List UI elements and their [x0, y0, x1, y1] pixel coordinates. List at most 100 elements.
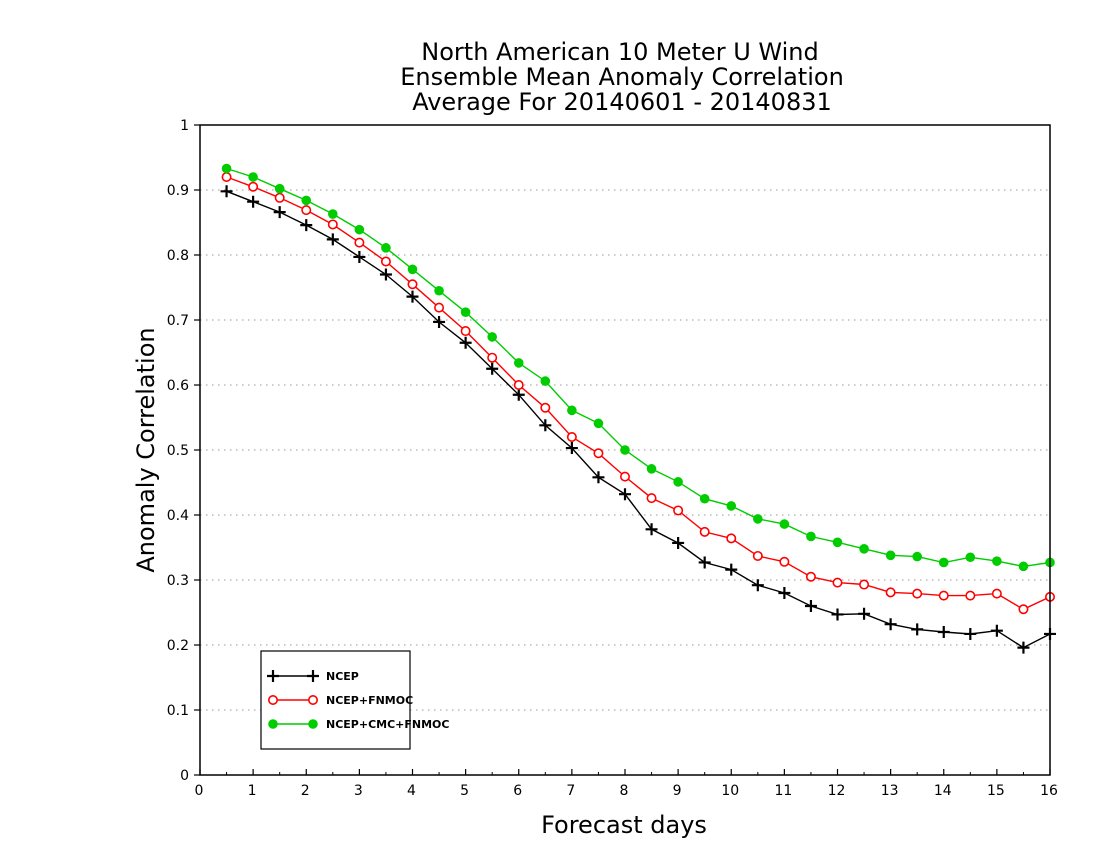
data-point — [539, 419, 552, 432]
series-ncep-cmc-fnmoc — [221, 163, 1055, 572]
data-point — [911, 623, 924, 636]
plot-frame — [199, 124, 1051, 776]
data-point — [566, 431, 577, 442]
data-point — [859, 579, 870, 590]
data-point — [540, 376, 551, 386]
chart-title-line-3: Average For 20140601 - 20140831 — [412, 88, 832, 116]
x-tick-label: 9 — [673, 783, 682, 799]
data-point — [407, 279, 418, 290]
chart-title-line-2: Ensemble Mean Anomaly Correlation — [400, 63, 844, 91]
series-line — [226, 167, 1051, 568]
data-point — [937, 626, 950, 638]
y-tick-label: 0.9 — [167, 183, 189, 199]
legend-marker-start — [268, 719, 278, 729]
x-tick-label: 1 — [248, 783, 257, 799]
x-tick-label: 2 — [301, 783, 310, 799]
legend-marker-start — [267, 670, 279, 682]
data-point — [248, 172, 258, 182]
data-point — [804, 600, 817, 612]
data-point — [353, 250, 366, 263]
data-point — [753, 514, 763, 524]
data-point — [752, 550, 763, 561]
data-point — [273, 206, 286, 219]
legend-marker-end — [308, 719, 318, 729]
data-point — [965, 552, 976, 563]
data-point — [540, 402, 551, 413]
data-point — [806, 531, 816, 542]
legend-item: NCEP+FNMOC — [267, 694, 413, 707]
series-ncep — [220, 185, 1056, 654]
data-point — [326, 233, 339, 246]
data-point — [513, 358, 524, 368]
data-point — [912, 588, 923, 599]
data-point — [619, 471, 630, 482]
data-point — [699, 526, 710, 537]
data-point — [300, 219, 313, 232]
data-point — [512, 388, 525, 401]
data-point — [487, 352, 498, 363]
data-point — [991, 588, 1002, 599]
y-tick-label: 0 — [180, 768, 189, 784]
data-point — [859, 544, 869, 554]
data-point — [1017, 641, 1030, 654]
data-point — [992, 556, 1002, 566]
series-line — [226, 176, 1051, 611]
data-point — [301, 195, 312, 206]
data-point — [379, 268, 392, 281]
legend-marker-end — [307, 694, 318, 705]
data-point — [832, 577, 843, 588]
data-point — [725, 563, 738, 576]
data-point — [751, 579, 764, 592]
data-point — [248, 181, 259, 192]
data-point — [486, 362, 499, 375]
x-tick-label: 16 — [1040, 783, 1058, 799]
data-point — [912, 551, 922, 562]
chart-title-line-1: North American 10 Meter U Wind — [421, 38, 818, 66]
data-point — [885, 587, 896, 598]
x-tick-label: 12 — [828, 783, 846, 799]
y-tick-label: 1 — [180, 118, 189, 134]
data-point — [380, 256, 391, 267]
legend-marker-start — [267, 694, 278, 705]
x-tick-label: 15 — [987, 783, 1005, 799]
data-point — [593, 418, 604, 429]
data-point — [247, 195, 260, 208]
data-point — [672, 536, 685, 549]
data-point — [965, 590, 976, 601]
y-tick-label: 0.7 — [167, 313, 189, 329]
data-point — [592, 471, 605, 484]
legend-item: NCEP — [267, 670, 359, 683]
data-point — [619, 488, 631, 501]
x-tick-label: 14 — [934, 783, 952, 799]
data-point — [1018, 561, 1029, 572]
data-point — [274, 183, 285, 194]
x-tick-label: 0 — [195, 783, 204, 799]
data-point — [938, 557, 949, 568]
x-tick-label: 5 — [460, 783, 469, 799]
x-tick-label: 8 — [620, 783, 629, 799]
data-point — [726, 533, 737, 544]
y-tick-label: 0.3 — [167, 573, 189, 589]
data-point — [673, 477, 683, 487]
data-point — [407, 264, 418, 275]
data-point — [513, 379, 524, 390]
legend-label: NCEP+FNMOC — [326, 694, 413, 707]
data-point — [460, 307, 471, 318]
data-point — [565, 442, 578, 455]
x-tick-label: 3 — [354, 783, 363, 799]
series-ncep-fnmoc — [221, 172, 1056, 615]
data-point — [221, 163, 232, 174]
data-point — [832, 537, 843, 548]
data-point — [221, 172, 232, 183]
data-point — [673, 505, 684, 516]
data-point — [460, 326, 471, 337]
data-point — [406, 290, 419, 303]
data-point — [779, 519, 790, 529]
data-point — [433, 315, 446, 328]
data-point — [646, 493, 657, 504]
data-point — [354, 224, 365, 235]
data-point — [858, 607, 871, 620]
data-point — [779, 556, 790, 567]
legend-marker-end — [307, 670, 319, 682]
x-tick-label: 7 — [566, 783, 575, 799]
